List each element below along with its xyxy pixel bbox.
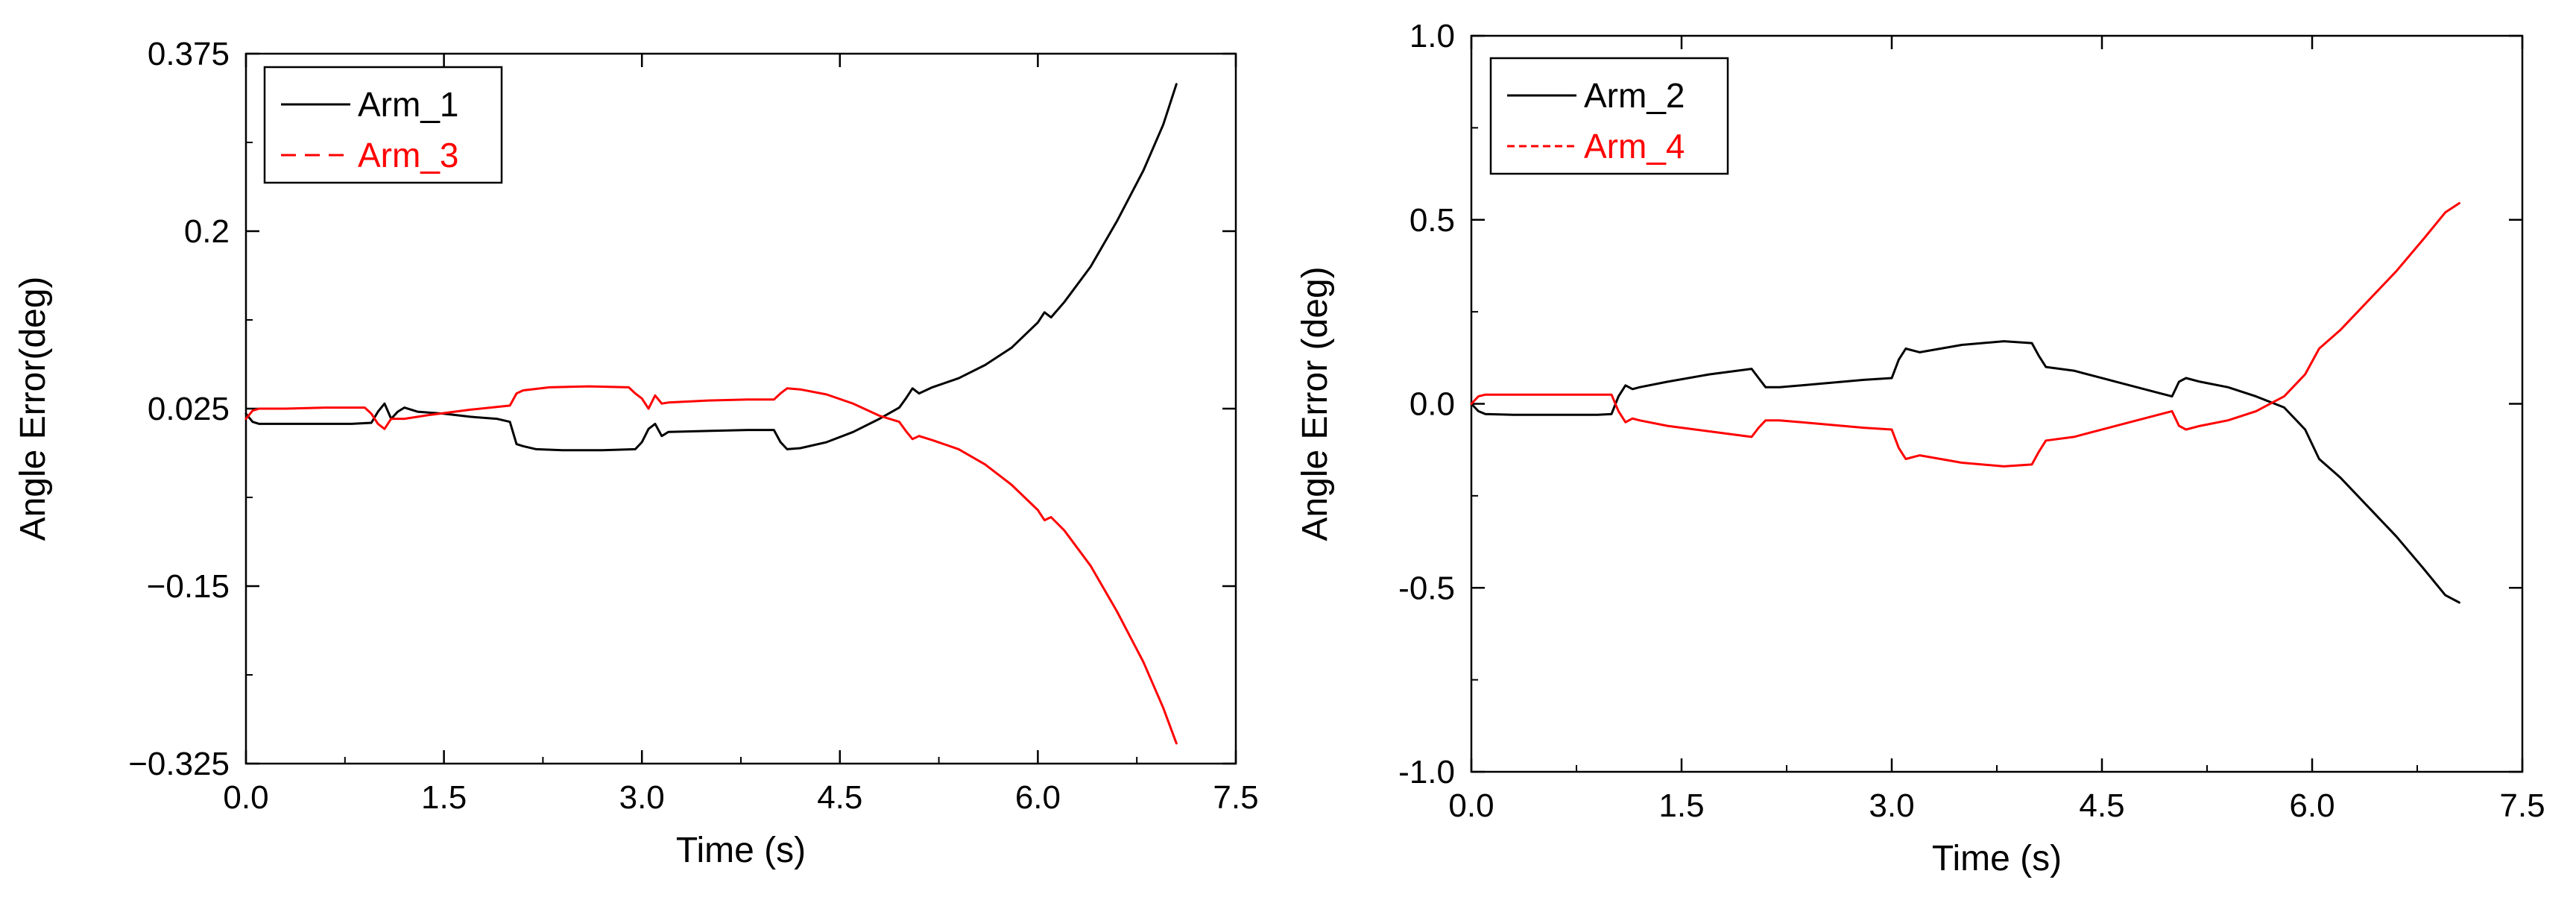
y-tick-label: 0.0 [1409,386,1455,423]
legend-label: Arm_3 [358,136,458,174]
y-tick-label: 0.2 [184,213,230,250]
legend: Arm_1 Arm_3 [263,66,503,184]
y-tick-label: −0.325 [128,746,230,782]
y-tick-label: -0.5 [1398,570,1455,606]
legend-box [263,66,503,184]
x-tick-label: 6.0 [2289,787,2334,824]
x-tick-label: 0.0 [1448,787,1494,824]
chart-left: 0.0 1.5 3.0 4.5 6.0 7.5 −0.325 −0.15 0.025 0.2 0.3… [13,36,1259,870]
legend: Arm_2 Arm_4 [1489,57,1729,175]
x-axis-label: Time (s) [676,831,806,870]
y-tick-label: −0.15 [147,568,230,605]
legend-box [1489,57,1729,175]
x-tick-label: 3.0 [619,779,665,816]
x-tick-label: 4.5 [2079,787,2124,824]
x-tick-label: 7.5 [2499,787,2545,824]
y-tick-label: 0.025 [148,391,230,427]
y-axis-label: Angle Error(deg) [13,277,53,541]
x-tick-label: 3.0 [1869,787,1914,824]
series-line-arm-1 [244,83,1178,452]
x-axis-label: Time (s) [1932,839,2062,878]
y-tick-label: 0.375 [148,36,230,72]
chart-right: 0.0 1.5 3.0 4.5 6.0 7.5 -1.0 -0.5 0.0 0.5 1.0 Time … [1295,18,2545,878]
y-tick-label: 0.5 [1409,202,1455,239]
x-tick-label: 7.5 [1213,779,1258,816]
legend-label: Arm_4 [1584,127,1685,166]
x-tick-label: 4.5 [817,779,862,816]
y-tick-label: -1.0 [1398,754,1455,790]
x-tick-label: 6.0 [1015,779,1061,816]
x-tick-label: 0.0 [223,779,268,816]
x-tick-label: 1.5 [1658,787,1704,824]
series-line-arm-4 [1470,202,2460,468]
y-axis-label: Angle Error (deg) [1295,266,1335,541]
series-line-arm-2 [1470,340,2460,604]
x-tick-label: 1.5 [421,779,467,816]
legend-label: Arm_2 [1584,76,1685,115]
legend-label: Arm_1 [358,85,458,124]
y-tick-label: 1.0 [1409,18,1455,54]
series-line-arm-3 [244,385,1178,745]
